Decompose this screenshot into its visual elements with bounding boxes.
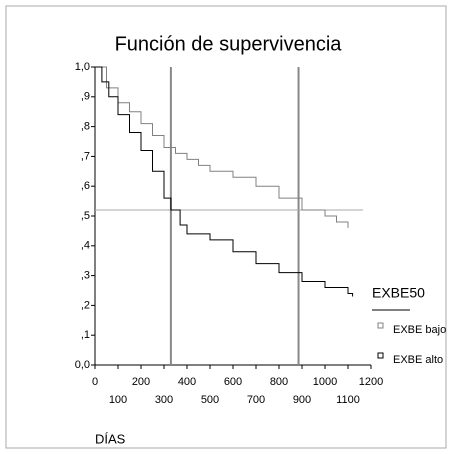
x-tick-label: 100 — [109, 394, 127, 406]
legend-label: EXBE alto — [393, 354, 443, 366]
x-tick-label: 400 — [178, 376, 196, 388]
x-tick-label: 1100 — [336, 394, 360, 406]
y-tick-label: 1,0 — [75, 61, 90, 73]
y-tick-label: 0,0 — [75, 359, 90, 371]
frame — [5, 5, 447, 449]
x-axis-label: DÍAS — [95, 431, 126, 446]
x-tick-label: 300 — [155, 394, 173, 406]
y-tick-label: ,2 — [81, 299, 90, 311]
y-tick-label: ,9 — [81, 91, 90, 103]
legend-marker — [377, 352, 384, 359]
x-tick-label: 500 — [201, 394, 219, 406]
chart-title: Función de supervivencia — [115, 33, 343, 55]
legend-title: EXBE50 — [372, 285, 425, 301]
y-tick-label: ,4 — [81, 240, 90, 252]
legend-marker — [377, 322, 384, 329]
legend-label: EXBE bajo — [393, 324, 446, 336]
y-tick-label: ,8 — [81, 121, 90, 133]
x-tick-label: 1200 — [359, 376, 383, 388]
x-tick-label: 0 — [92, 376, 98, 388]
survival-line — [95, 66, 354, 297]
x-tick-label: 200 — [132, 376, 150, 388]
x-tick-label: 800 — [270, 376, 288, 388]
x-tick-label: 700 — [247, 394, 265, 406]
y-tick-label: ,1 — [81, 329, 90, 341]
y-tick-label: ,3 — [81, 270, 90, 282]
x-tick-label: 900 — [293, 394, 311, 406]
x-tick-label: 600 — [224, 376, 242, 388]
y-tick-label: ,5 — [81, 210, 90, 222]
survival-line — [95, 66, 349, 228]
x-tick-label: 1000 — [313, 376, 337, 388]
y-tick-label: ,7 — [81, 150, 90, 162]
y-tick-label: ,6 — [81, 180, 90, 192]
